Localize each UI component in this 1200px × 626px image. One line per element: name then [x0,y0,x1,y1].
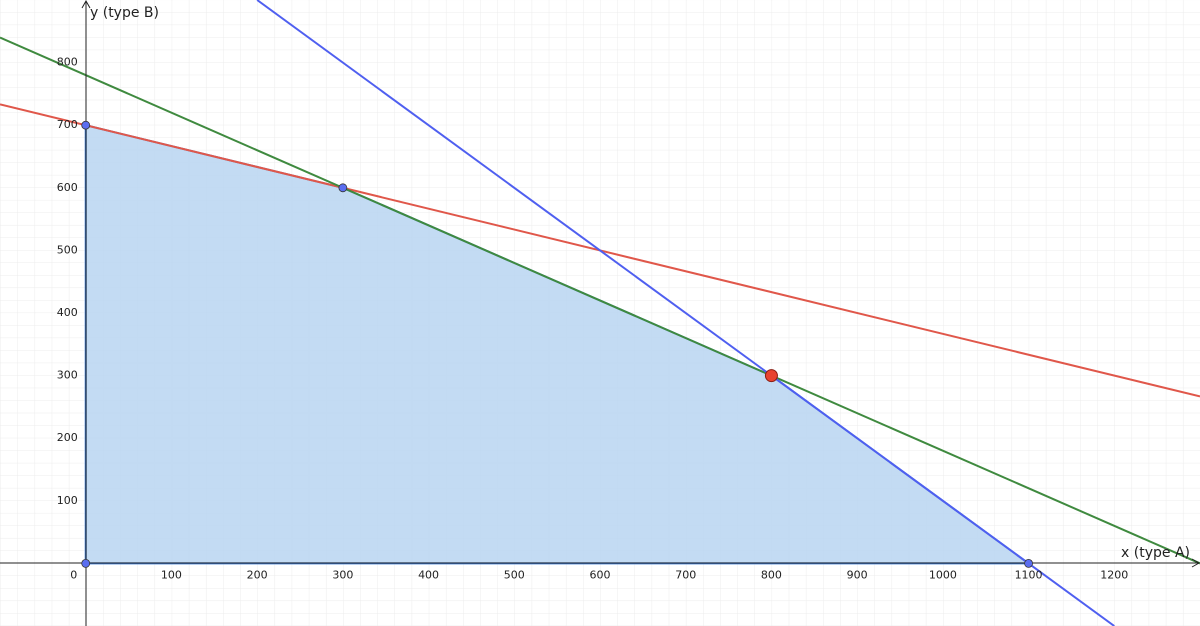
y-tick-label: 500 [57,243,78,256]
vertex-point [81,120,91,130]
x-tick-label: 100 [161,568,182,581]
tick-labels: 0 100 200 300 400 500 600 700 800 900 1000 1100 1200… [57,56,1129,582]
y-tick-label: 300 [57,369,78,382]
x-tick-label: 1200 [1100,568,1128,581]
x-tick-label: 900 [847,568,868,581]
y-axis-arrow [81,0,91,9]
y-axis-label: y (type B) [90,5,159,21]
x-tick-label: 0 [70,568,77,581]
x-tick-label: 500 [504,568,525,581]
x-tick-label: 700 [675,568,696,581]
vertex-point [338,183,348,193]
y-tick-label: 800 [57,56,78,69]
y-tick-label: 100 [57,494,78,507]
optimum-point [764,369,778,383]
vertex-point [81,559,91,568]
x-tick-label: 200 [247,568,268,581]
y-tick-label: 700 [57,118,78,131]
constraint-line [256,0,1115,626]
x-tick-label: 800 [761,568,782,581]
vertex-point [1024,559,1033,568]
x-tick-label: 1100 [1015,568,1043,581]
points [81,120,1033,568]
y-tick-label: 200 [57,431,78,444]
x-axis-arrow [1191,558,1200,568]
constraint-line [0,36,1200,565]
x-tick-label: 300 [332,568,353,581]
x-tick-label: 400 [418,568,439,581]
y-tick-label: 600 [57,181,78,194]
x-tick-label: 600 [590,568,611,581]
y-tick-label: 400 [57,306,78,319]
x-tick-label: 1000 [929,568,957,581]
x-axis-label: x (type A) [1121,545,1190,561]
